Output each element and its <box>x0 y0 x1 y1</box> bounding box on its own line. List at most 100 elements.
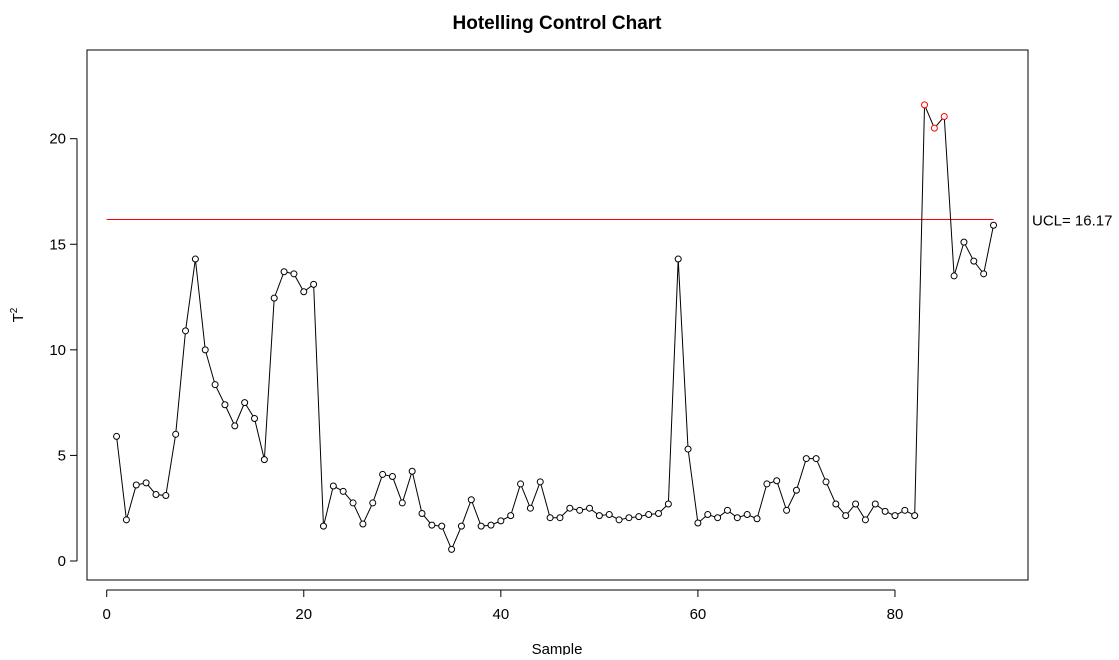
data-point <box>211 381 219 389</box>
data-point <box>438 522 446 530</box>
x-tick-label: 20 <box>295 606 312 623</box>
data-point <box>970 257 978 265</box>
data-point <box>379 470 387 478</box>
data-point <box>881 507 889 515</box>
data-point <box>891 512 899 520</box>
data-point <box>359 520 367 528</box>
t2-series-points <box>113 101 998 553</box>
data-point <box>113 432 121 440</box>
data-point <box>911 512 919 520</box>
data-point <box>980 270 988 278</box>
data-point <box>388 473 396 481</box>
data-point <box>684 445 692 453</box>
data-point <box>842 512 850 520</box>
data-point <box>172 430 180 438</box>
data-point <box>586 504 594 512</box>
out-of-control-point <box>940 113 948 121</box>
data-point <box>861 516 869 524</box>
y-tick-label: 10 <box>49 342 66 359</box>
data-point <box>635 513 643 521</box>
data-point <box>802 455 810 463</box>
out-of-control-point <box>921 101 929 109</box>
data-point <box>704 511 712 519</box>
data-point <box>398 499 406 507</box>
x-tick-label: 80 <box>887 606 904 623</box>
y-axis: 0 5 10 15 20 <box>49 131 78 570</box>
data-point <box>950 272 958 280</box>
data-point <box>546 514 554 522</box>
x-tick-label: 0 <box>103 606 111 623</box>
data-point <box>694 519 702 527</box>
data-point <box>743 511 751 519</box>
data-point <box>221 401 229 409</box>
data-point <box>783 506 791 514</box>
y-axis-label-main: T <box>10 313 27 322</box>
data-point <box>260 456 268 464</box>
y-tick-label: 0 <box>58 553 66 570</box>
data-point <box>231 422 239 430</box>
data-point <box>576 506 584 514</box>
data-point <box>507 512 515 520</box>
data-point <box>871 500 879 508</box>
data-point <box>339 487 347 495</box>
x-tick-label: 40 <box>492 606 509 623</box>
data-point <box>960 238 968 246</box>
data-point <box>310 280 318 288</box>
data-point <box>182 327 190 335</box>
data-point <box>901 506 909 514</box>
data-point <box>369 499 377 507</box>
data-point <box>477 522 485 530</box>
data-point <box>753 515 761 523</box>
x-axis-label: Sample <box>532 641 583 655</box>
data-point <box>162 492 170 500</box>
x-axis: 0 20 40 60 80 <box>103 589 904 623</box>
data-point <box>852 500 860 508</box>
data-point <box>457 522 465 530</box>
y-axis-label-superscript: 2 <box>9 307 20 313</box>
data-point <box>526 504 534 512</box>
data-point <box>290 270 298 278</box>
y-tick-label: 15 <box>49 236 66 253</box>
data-point <box>723 506 731 514</box>
data-point <box>201 346 209 354</box>
data-point <box>763 480 771 488</box>
data-point <box>142 479 150 487</box>
data-point <box>566 504 574 512</box>
out-of-control-point <box>930 124 938 132</box>
data-point <box>664 500 672 508</box>
data-point <box>428 521 436 529</box>
chart-title: Hotelling Control Chart <box>453 13 663 34</box>
data-point <box>329 482 337 490</box>
data-point <box>497 517 505 525</box>
data-point <box>191 255 199 263</box>
data-point <box>556 514 564 522</box>
data-point <box>122 516 130 524</box>
data-point <box>605 511 613 519</box>
data-point <box>319 522 327 530</box>
plot-frame <box>86 49 1029 581</box>
data-point <box>733 514 741 522</box>
data-point <box>467 496 475 504</box>
y-tick-label: 20 <box>49 131 66 148</box>
ucl-label: UCL= 16.17 <box>1032 213 1112 230</box>
x-tick-label: 60 <box>690 606 707 623</box>
data-point <box>152 490 160 498</box>
data-point <box>625 514 633 522</box>
data-point <box>990 221 998 229</box>
y-tick-label: 5 <box>58 447 66 464</box>
data-point <box>349 499 357 507</box>
data-point <box>448 545 456 553</box>
data-point <box>832 500 840 508</box>
data-point <box>241 399 249 407</box>
data-point <box>714 514 722 522</box>
t2-series-line <box>116 104 995 551</box>
data-point <box>773 477 781 485</box>
data-point <box>517 480 525 488</box>
y-axis-label: T2 <box>9 307 27 322</box>
data-point <box>300 288 308 296</box>
data-point <box>812 455 820 463</box>
data-point <box>536 478 544 486</box>
data-point <box>487 521 495 529</box>
